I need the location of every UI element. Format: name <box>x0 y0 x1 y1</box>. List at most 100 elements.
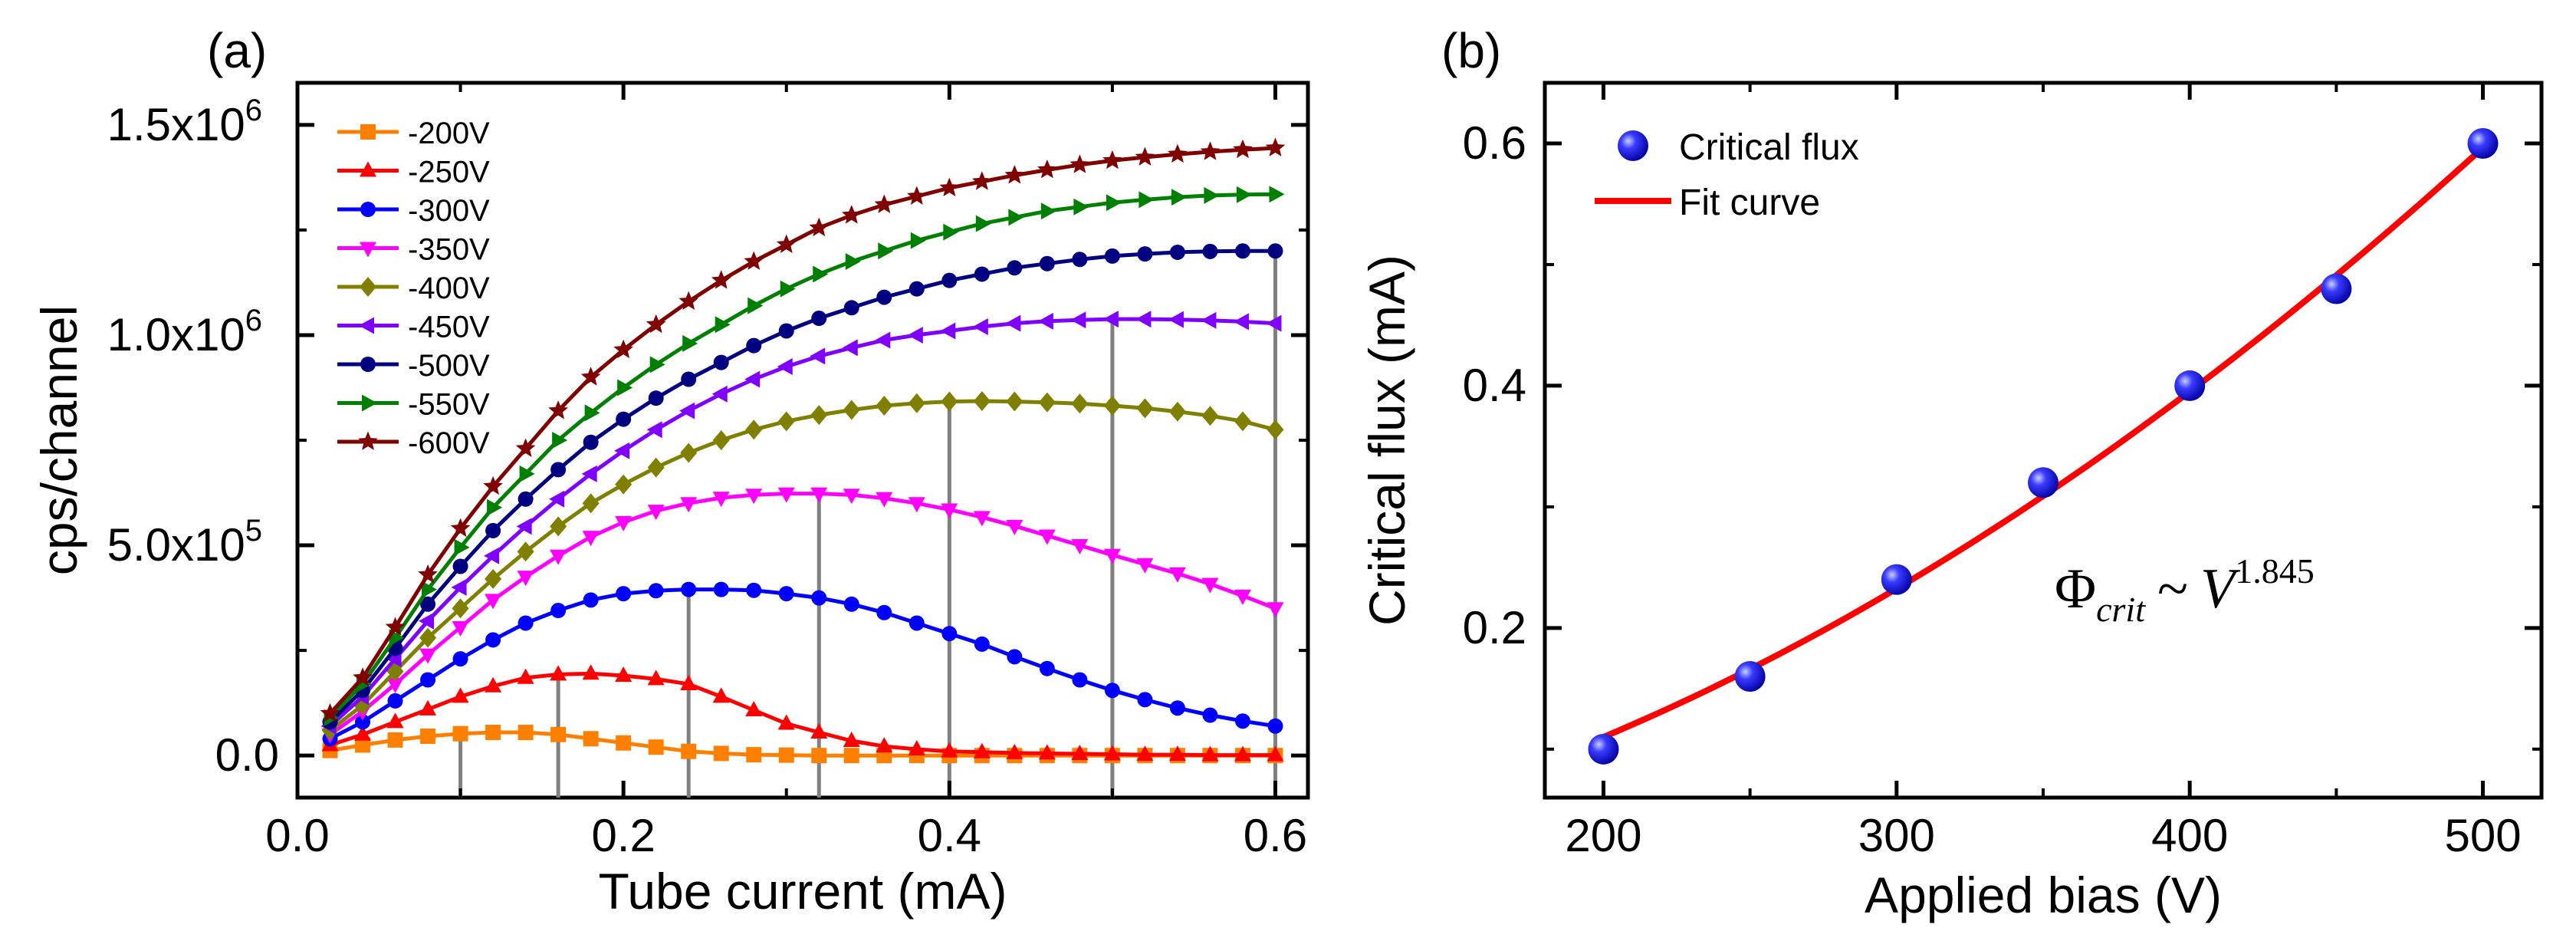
data-point <box>1102 311 1119 328</box>
legend-item: -450V <box>337 311 490 344</box>
data-point <box>943 223 959 241</box>
data-point <box>516 518 532 535</box>
data-point <box>876 396 893 416</box>
data-point <box>454 538 470 556</box>
data-point <box>744 251 764 270</box>
data-point <box>745 420 763 440</box>
legend-label: -450V <box>408 311 490 344</box>
data-point <box>878 242 894 260</box>
legend-swatch-marker <box>359 317 374 334</box>
critical-flux-point <box>1734 661 1766 693</box>
data-point <box>615 666 632 683</box>
data-point <box>518 491 534 507</box>
data-point <box>1233 313 1249 331</box>
data-point <box>1266 314 1282 332</box>
legend-item: -400V <box>337 271 490 305</box>
panel-a-x-tick-label: 0.6 <box>1244 810 1307 861</box>
legend-swatch-marker <box>360 161 376 177</box>
legend-swatch-marker <box>360 202 376 217</box>
series-minus-550v <box>324 186 1285 726</box>
data-point <box>581 465 597 482</box>
data-point <box>1269 186 1285 203</box>
data-point <box>941 391 958 412</box>
legend-label: -300V <box>408 194 490 228</box>
data-point <box>517 668 534 684</box>
critical-flux-point <box>2321 273 2352 304</box>
panel-b-ticks <box>1545 83 2542 798</box>
series-line <box>329 671 1276 758</box>
data-point <box>876 604 892 620</box>
series-minus-400v <box>321 391 1284 741</box>
data-point <box>1037 160 1057 179</box>
data-point <box>519 465 535 482</box>
data-point <box>355 737 371 753</box>
data-point <box>550 603 567 619</box>
data-point <box>1267 602 1284 618</box>
legend-item: -500V <box>337 349 490 383</box>
data-point <box>907 326 923 344</box>
data-point <box>355 714 371 730</box>
data-point <box>974 266 990 282</box>
data-point <box>876 289 892 305</box>
data-point <box>549 490 565 508</box>
legend-item: -550V <box>337 388 490 422</box>
data-point <box>876 737 893 753</box>
data-point <box>1267 718 1283 734</box>
legend-label: -200V <box>408 117 490 150</box>
panel-b-label: (b) <box>1441 23 1501 78</box>
data-point <box>1038 392 1056 413</box>
data-point <box>940 322 956 340</box>
legend-item-fit-curve: Fit curve <box>1595 183 1820 223</box>
data-point <box>777 358 793 376</box>
data-point <box>907 186 927 205</box>
data-point <box>419 648 437 664</box>
legend-label: Critical flux <box>1679 127 1859 168</box>
data-point <box>843 596 859 612</box>
data-point <box>452 598 469 619</box>
data-point <box>874 194 895 213</box>
data-point <box>711 385 728 403</box>
data-point <box>648 739 664 755</box>
data-point <box>746 337 762 354</box>
legend-item: -250V <box>337 156 490 189</box>
data-point <box>813 265 829 283</box>
data-point <box>908 393 925 413</box>
data-point <box>387 693 403 709</box>
data-point <box>908 739 925 755</box>
data-point <box>810 723 828 739</box>
data-point <box>1072 672 1088 688</box>
data-point <box>518 615 534 631</box>
data-point <box>1038 744 1056 760</box>
data-point <box>1171 189 1187 206</box>
data-point <box>1201 577 1219 594</box>
data-point <box>582 493 600 514</box>
legend-swatch-marker <box>1618 130 1648 161</box>
data-point <box>909 615 925 631</box>
data-point <box>778 586 794 602</box>
panel-b-series <box>1588 127 2499 765</box>
data-point <box>778 747 794 763</box>
data-point <box>876 492 893 508</box>
series-line <box>330 730 1276 758</box>
data-point <box>1168 745 1186 762</box>
data-point <box>1071 393 1089 414</box>
data-point <box>712 492 730 508</box>
data-point <box>615 474 632 495</box>
data-point <box>420 596 436 612</box>
legend-label: -600V <box>408 426 490 460</box>
legend-label: -350V <box>408 233 490 267</box>
panel-b-y-tick-label: 0.4 <box>1463 360 1526 411</box>
data-point <box>354 725 372 741</box>
data-point <box>420 672 436 688</box>
data-point <box>682 334 698 352</box>
legend-swatch-marker <box>360 242 376 258</box>
panel-b-x-tick-label: 300 <box>1858 810 1935 861</box>
legend-swatch-marker <box>360 277 376 297</box>
data-point <box>680 497 698 513</box>
data-point <box>517 571 534 587</box>
data-point <box>582 664 600 680</box>
data-point <box>550 665 567 681</box>
data-point <box>648 583 664 599</box>
data-point <box>616 735 632 751</box>
data-point <box>1234 243 1250 259</box>
